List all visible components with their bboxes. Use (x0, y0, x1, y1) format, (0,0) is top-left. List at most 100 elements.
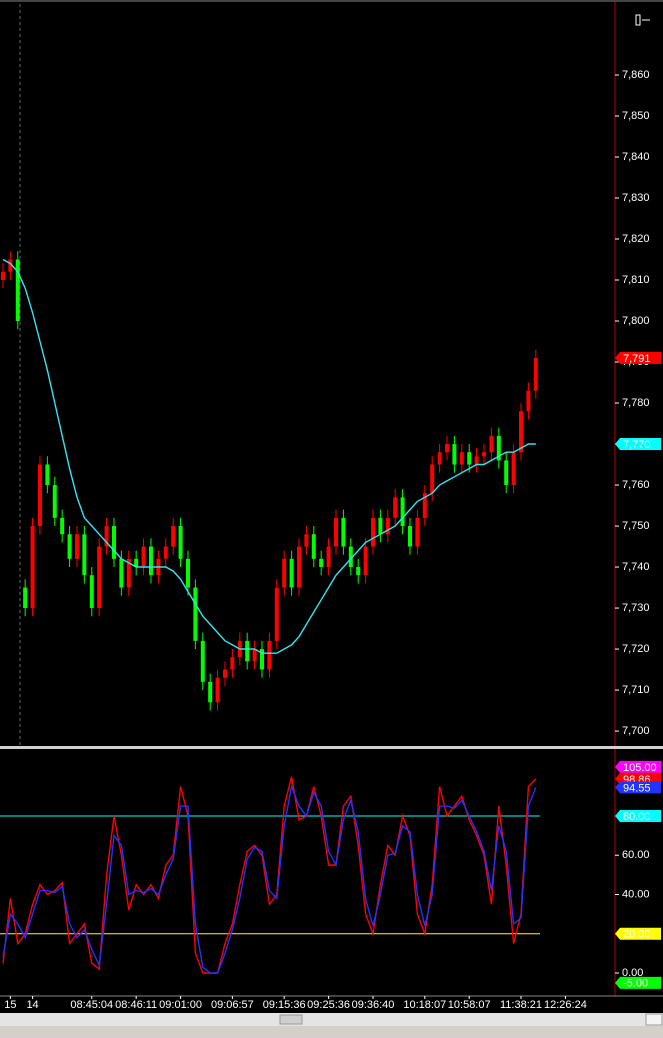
scroll-right-button[interactable] (645, 1013, 663, 1026)
icon-box (635, 14, 641, 26)
candle-body (511, 452, 516, 486)
y-tick-label: 7,780 (622, 397, 650, 409)
candle-body (215, 677, 220, 703)
candle-body (163, 546, 168, 559)
x-tick-label: 09:01:00 (159, 999, 202, 1011)
candle-body (430, 464, 435, 494)
candle-body (370, 517, 375, 547)
candle-body (326, 546, 331, 568)
value-tag-label: 20.00 (623, 929, 651, 941)
candle-body (252, 649, 257, 662)
x-tick-label: 11:38:21 (500, 999, 542, 1011)
value-tag-label: 7,791 (623, 353, 651, 365)
candle-body (0, 271, 5, 281)
y-tick-label: 40.00 (622, 888, 650, 900)
candle-body (363, 546, 368, 576)
candle-body (519, 411, 524, 453)
candle-body (208, 681, 213, 703)
candle-body (393, 497, 398, 518)
x-tick-label: 10:18:07 (403, 999, 446, 1011)
candle-body (467, 452, 472, 465)
y-tick-label: 7,730 (622, 602, 650, 614)
candle-body (311, 534, 316, 559)
y-tick-label: 7,830 (622, 192, 650, 204)
candle-body (408, 526, 412, 547)
candle-body (67, 534, 72, 559)
y-tick-label: 7,820 (622, 233, 650, 245)
candle-body (141, 546, 146, 568)
candle-body (126, 558, 131, 588)
candle-body (348, 546, 353, 568)
candle-body (504, 460, 509, 486)
y-tick-label: 7,800 (622, 315, 650, 327)
candle-body (282, 558, 287, 588)
candle-body (422, 493, 427, 518)
y-tick-label: 7,840 (622, 151, 650, 163)
y-tick-label: 7,860 (622, 69, 650, 81)
x-tick-label: 09:25:36 (307, 999, 350, 1011)
scrollbar[interactable] (0, 1013, 663, 1026)
y-tick-label: 7,720 (622, 643, 650, 655)
candle-body (289, 558, 294, 588)
scroll-thumb[interactable] (279, 1014, 303, 1025)
x-tick-label: 08:45:04 (70, 999, 113, 1011)
candle-body (400, 497, 405, 527)
candle-body (474, 456, 479, 465)
candle-body (193, 587, 198, 641)
candle-body (489, 435, 494, 453)
candle-body (385, 517, 390, 535)
candle-body (148, 546, 153, 576)
value-tag (615, 976, 661, 989)
y-tick-label: 0.00 (622, 967, 643, 979)
candle-body (15, 259, 20, 322)
candle-body (119, 558, 124, 588)
x-tick-label: 09:15:36 (263, 999, 306, 1011)
y-tick-label: 7,850 (622, 110, 650, 122)
candle-body (52, 485, 57, 518)
candle-body (304, 534, 309, 547)
candle-body (171, 526, 176, 547)
candle-body (8, 259, 13, 272)
candle-body (341, 517, 346, 547)
candle-body (319, 558, 324, 568)
candle-body (452, 444, 457, 465)
candle-body (222, 669, 227, 678)
y-tick-label: 7,700 (622, 725, 650, 737)
y-tick-label: 7,810 (622, 274, 650, 286)
candle-body (45, 464, 50, 486)
value-tag (615, 351, 661, 364)
value-tag-label: 105.00 (623, 762, 657, 774)
value-tag-label: 94.55 (623, 782, 651, 794)
x-tick-label: 09:36:40 (352, 999, 395, 1011)
candle-body (30, 526, 35, 609)
candle-body (185, 558, 190, 588)
candle-body (60, 517, 65, 535)
x-tick-label: 15 (4, 999, 16, 1011)
candle-body (378, 517, 383, 535)
value-tag (615, 438, 661, 451)
value-tag (615, 927, 661, 940)
panel-menu-icon[interactable] (635, 14, 650, 26)
panel-splitter[interactable] (0, 746, 663, 749)
candle-body (104, 526, 109, 547)
candle-body (445, 444, 450, 453)
candle-body (533, 357, 538, 391)
candle-body (437, 452, 442, 465)
series-line (2, 783, 537, 974)
value-tag (615, 781, 661, 794)
candle-body (230, 657, 235, 670)
candle-body (356, 567, 361, 576)
x-tick-label: 12:26:24 (544, 999, 587, 1011)
candle-body (74, 534, 79, 559)
candle-body (23, 587, 28, 609)
candle-body (333, 517, 338, 547)
candle-body (200, 640, 205, 682)
candle-body (496, 435, 501, 461)
candle-body (482, 452, 487, 457)
status-bar (0, 1026, 663, 1038)
candle-body (259, 649, 264, 670)
candle-body (274, 587, 279, 641)
y-tick-label: 60.00 (622, 849, 650, 861)
